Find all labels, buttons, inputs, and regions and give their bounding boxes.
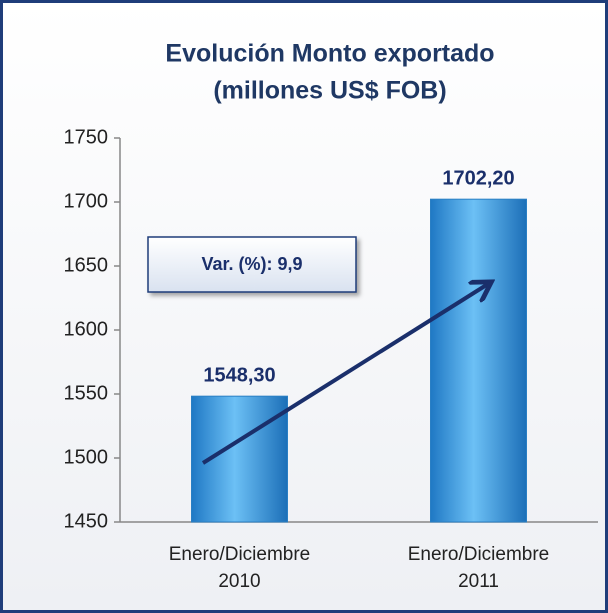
annotation-box — [147, 236, 357, 293]
y-tick-label: 1650 — [64, 254, 109, 276]
y-tick-label: 1750 — [64, 126, 109, 148]
y-tick-label: 1500 — [64, 446, 109, 468]
y-tick-label: 1550 — [64, 382, 109, 404]
x-tick-label: Enero/Diciembre 2010 — [169, 544, 311, 592]
chart-title: Evolución Monto exportado — [165, 40, 494, 68]
value-label: 1548,30 — [203, 364, 275, 386]
plot-area: Evolución Monto exportado (millones US$ F… — [64, 40, 598, 592]
chart-title: (millones US$ FOB) — [213, 77, 446, 105]
bar — [430, 198, 527, 523]
y-tick-label: 1700 — [64, 190, 109, 212]
y-tick-label: 1600 — [64, 318, 109, 340]
annotation: Var. (%): 9,9 — [201, 254, 302, 274]
value-label: 1702,20 — [442, 167, 514, 189]
x-tick-label: Enero/Diciembre 2011 — [408, 544, 550, 592]
trend-arrow — [201, 284, 488, 465]
y-tick-label: 1450 — [64, 510, 109, 532]
